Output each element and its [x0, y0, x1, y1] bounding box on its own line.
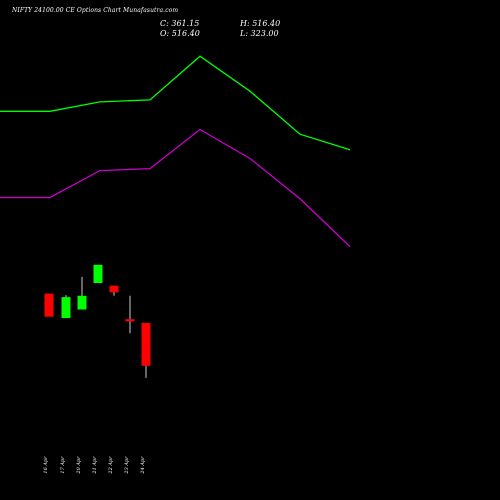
x-tick-label: 24 Apr	[140, 456, 146, 475]
candle-body	[141, 323, 151, 366]
candle-body	[44, 293, 54, 317]
candle-body	[93, 264, 103, 283]
chart-title: NIFTY 24100.00 CE Options Chart Munafasu…	[12, 7, 179, 14]
close-value: C: 361.15	[160, 19, 200, 28]
candle	[125, 295, 135, 334]
candle	[93, 264, 103, 283]
x-tick-label: 22 Apr	[108, 456, 114, 475]
x-tick-label: 20 Apr	[76, 456, 82, 475]
candle-body	[61, 297, 71, 318]
candle	[109, 285, 119, 296]
candle	[44, 293, 54, 317]
x-tick-label: 21 Apr	[92, 456, 98, 475]
candle-body	[77, 295, 87, 310]
x-axis-ticks: 16 Apr 17 Apr 20 Apr 21 Apr 22 Apr 23 Apr 24 A…	[43, 456, 146, 475]
x-tick-label: 23 Apr	[124, 456, 130, 475]
candle-body	[109, 285, 119, 293]
open-value: O: 516.40	[160, 29, 200, 38]
candle	[141, 323, 151, 378]
lower-band-line	[0, 128, 351, 248]
bands-layer	[0, 55, 351, 248]
x-tick-label: 17 Apr	[60, 456, 66, 474]
high-value: H: 516.40	[240, 19, 281, 28]
candle-body	[125, 319, 135, 322]
candle	[77, 276, 87, 310]
x-tick-label: 16 Apr	[43, 456, 49, 474]
low-value: L: 323.00	[240, 29, 279, 38]
upper-band-line	[0, 55, 351, 151]
candles-layer	[44, 264, 151, 378]
candle	[61, 295, 71, 318]
